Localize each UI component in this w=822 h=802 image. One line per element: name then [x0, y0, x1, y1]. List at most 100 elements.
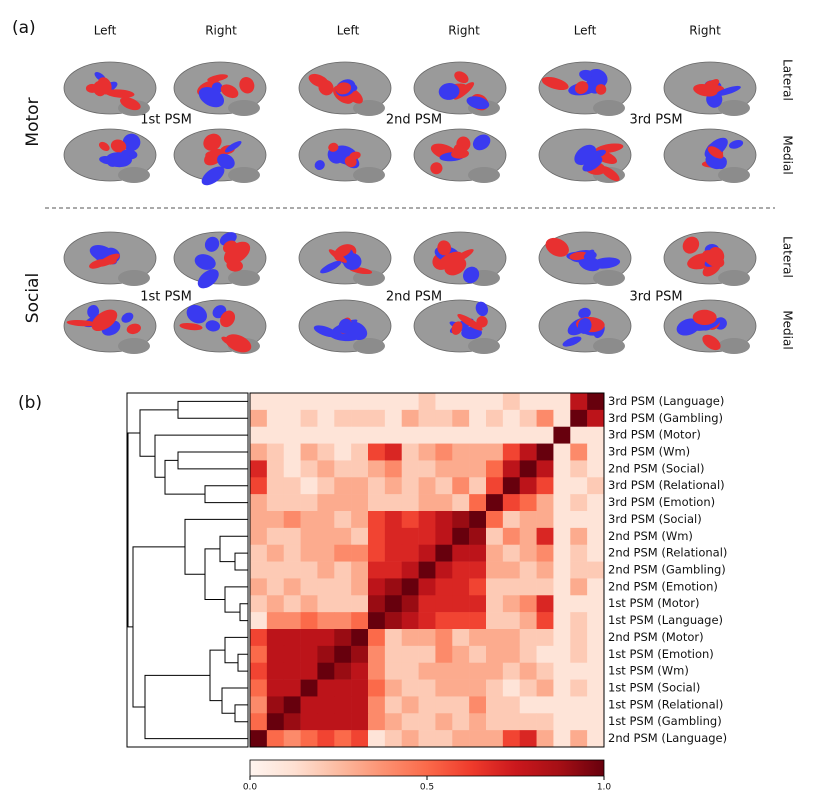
heatmap-cell: [401, 662, 419, 680]
heatmap-cell: [536, 612, 554, 630]
heatmap-cell: [519, 443, 537, 461]
heatmap-cell: [452, 561, 470, 579]
heatmap-cell: [587, 460, 605, 478]
heatmap-cell: [317, 612, 335, 630]
heatmap-cell: [553, 595, 571, 613]
heatmap-cell: [250, 494, 268, 512]
heatmap-cell: [469, 544, 487, 562]
heatmap-cell: [266, 713, 285, 731]
heatmap-cell: [452, 629, 470, 647]
brain-cerebellum: [353, 270, 385, 286]
heatmap-cell: [502, 494, 521, 512]
heatmap-cell: [486, 629, 504, 647]
heatmap-cell: [300, 696, 318, 714]
brain-cerebellum: [228, 167, 260, 183]
heatmap-cell: [351, 426, 369, 444]
activation-blob: [702, 250, 725, 268]
heatmap-cell: [502, 527, 521, 546]
heatmap-cell: [418, 460, 436, 478]
heatmap-cell: [435, 443, 453, 461]
activation-blob: [203, 133, 222, 151]
heatmap-cell: [351, 612, 369, 630]
heatmap-cell: [283, 730, 301, 748]
hemisphere-label: Left: [94, 24, 117, 38]
heatmap-cell: [317, 460, 335, 478]
heatmap-cell: [435, 578, 453, 596]
heatmap-cell: [283, 629, 301, 647]
row-label: 1st PSM (Wm): [608, 664, 689, 678]
heatmap-cell: [486, 527, 504, 546]
row-label: 1st PSM (Gambling): [608, 714, 722, 728]
heatmap-cell: [317, 426, 335, 444]
hemisphere-label: Right: [205, 24, 237, 38]
dendrogram-link: [224, 586, 248, 613]
heatmap-cell: [570, 443, 588, 461]
heatmap-cell: [401, 679, 419, 697]
heatmap-cell: [519, 730, 537, 748]
heatmap-cell: [401, 393, 419, 411]
heatmap-cell: [570, 713, 588, 731]
dendrogram-link: [177, 400, 248, 419]
colorbar-tick-label: 0.5: [420, 783, 434, 793]
heatmap-cell: [452, 713, 470, 731]
dendrogram-link: [239, 603, 248, 622]
colorbar: [249, 759, 605, 777]
activation-blob: [217, 153, 235, 170]
heatmap-cell: [486, 494, 504, 512]
heatmap-cell: [418, 662, 436, 680]
dendrogram-link: [237, 653, 248, 672]
heatmap-cell: [317, 527, 335, 546]
heatmap-cell: [266, 578, 285, 596]
heatmap-cell: [553, 544, 571, 562]
heatmap-cell: [435, 460, 453, 478]
row-label: 1st PSM (Social): [608, 681, 700, 695]
heatmap-cell: [401, 443, 419, 461]
heatmap-cell: [283, 662, 301, 680]
activation-blob: [682, 236, 700, 254]
activation-blob: [466, 96, 490, 110]
activation-blob: [186, 304, 208, 324]
heatmap-cell: [469, 662, 487, 680]
heatmap-cell: [519, 460, 537, 478]
heatmap-cell: [553, 730, 571, 748]
activation-blob: [451, 321, 463, 335]
heatmap-cell: [452, 460, 470, 478]
row-label: 2nd PSM (Motor): [608, 630, 704, 644]
heatmap-cell: [300, 595, 318, 613]
colorbar-tick-label: 0.0: [243, 783, 258, 793]
brain-cerebellum: [593, 100, 625, 116]
heatmap-cell: [587, 544, 605, 562]
heatmap-cell: [266, 393, 285, 411]
row-label: 1st PSM (Motor): [608, 596, 700, 610]
heatmap-cell: [300, 578, 318, 596]
heatmap-cell: [469, 393, 487, 411]
heatmap-cell: [469, 443, 487, 461]
heatmap-cell: [570, 578, 588, 596]
heatmap-cell: [401, 426, 419, 444]
heatmap-cell: [334, 527, 352, 546]
activation-blob: [583, 249, 595, 259]
heatmap-cell: [250, 561, 268, 579]
heatmap-cell: [587, 629, 605, 647]
heatmap-cell: [384, 426, 403, 444]
heatmap-cell: [334, 544, 352, 562]
psm-label: 2nd PSM: [386, 290, 442, 305]
heatmap-cell: [418, 578, 436, 596]
row-label: 2nd PSM (Gambling): [608, 563, 726, 577]
heatmap-cell: [351, 629, 369, 647]
heatmap-cell: [587, 426, 605, 444]
heatmap-cell: [351, 713, 369, 731]
heatmap-cell: [300, 443, 318, 461]
heatmap-cell: [435, 426, 453, 444]
heatmap-cell: [334, 511, 352, 529]
view-label: Lateral: [781, 59, 795, 101]
heatmap-cell: [368, 443, 386, 461]
heatmap-cell: [486, 393, 504, 411]
activation-blob: [463, 266, 480, 284]
heatmap-cell: [553, 561, 571, 579]
heatmap-cell: [587, 645, 605, 664]
heatmap-cell: [418, 696, 436, 714]
brain-cerebellum: [353, 167, 385, 183]
activation-blob: [122, 133, 141, 152]
heatmap-cell: [250, 460, 268, 478]
